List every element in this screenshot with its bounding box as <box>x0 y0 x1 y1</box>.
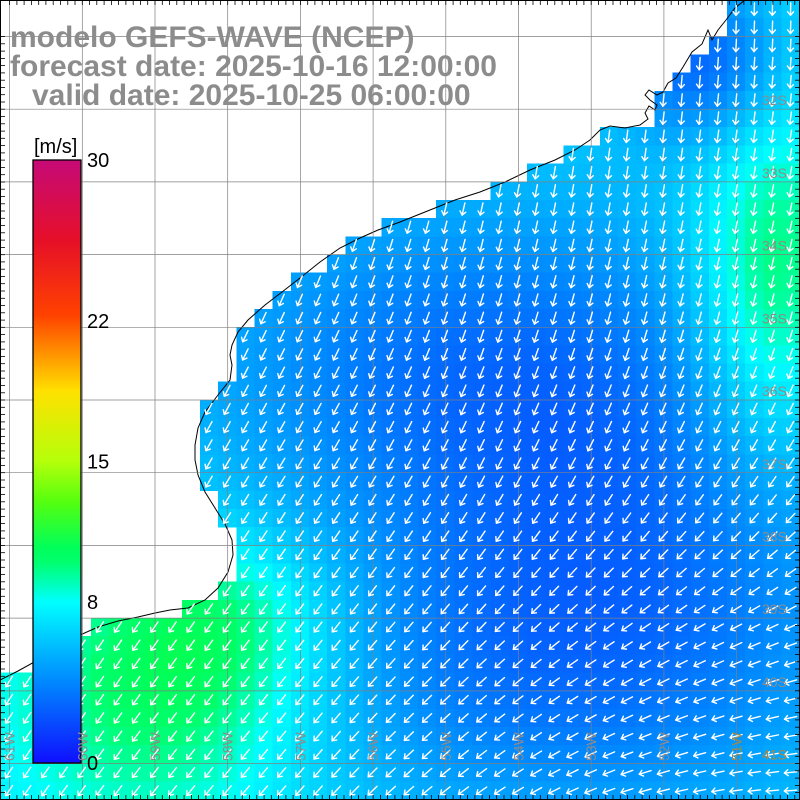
svg-text:56W: 56W <box>365 731 381 761</box>
svg-text:valid date: 2025-10-25 06:00:0: valid date: 2025-10-25 06:00:00 <box>32 79 471 112</box>
svg-text:52W: 52W <box>656 731 672 761</box>
svg-text:36S: 36S <box>762 383 787 399</box>
svg-text:38S: 38S <box>762 529 787 545</box>
svg-text:37S: 37S <box>762 456 787 472</box>
svg-text:40S: 40S <box>762 674 787 690</box>
svg-text:61W: 61W <box>2 731 18 761</box>
svg-text:32S: 32S <box>762 92 787 108</box>
svg-text:15: 15 <box>87 452 109 474</box>
svg-text:55W: 55W <box>438 731 454 761</box>
svg-text:22: 22 <box>87 311 109 333</box>
svg-text:35S: 35S <box>762 310 787 326</box>
svg-text:57W: 57W <box>292 731 308 761</box>
svg-text:54W: 54W <box>511 731 527 761</box>
svg-text:30: 30 <box>87 150 109 172</box>
svg-text:33S: 33S <box>762 165 787 181</box>
svg-text:[m/s]: [m/s] <box>34 136 77 158</box>
svg-text:39S: 39S <box>762 601 787 617</box>
svg-text:41S: 41S <box>762 747 787 763</box>
svg-text:53W: 53W <box>583 731 599 761</box>
svg-text:34S: 34S <box>762 238 787 254</box>
svg-text:60W: 60W <box>74 731 90 761</box>
svg-text:8: 8 <box>87 592 98 614</box>
svg-text:51W: 51W <box>729 731 745 761</box>
svg-text:58W: 58W <box>220 731 236 761</box>
svg-text:59W: 59W <box>147 731 163 761</box>
